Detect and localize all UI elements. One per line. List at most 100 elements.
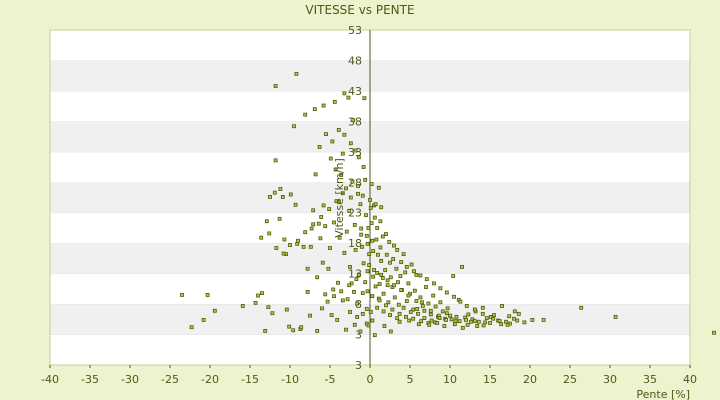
- data-point: [379, 205, 384, 210]
- data-point: [264, 219, 269, 224]
- data-point: [347, 208, 352, 213]
- data-point: [412, 288, 417, 293]
- data-point: [451, 274, 456, 278]
- x-tick-label: 15: [483, 373, 497, 386]
- data-point: [253, 300, 258, 305]
- data-point: [362, 96, 367, 101]
- data-point: [464, 318, 468, 322]
- data-point: [370, 238, 375, 243]
- data-point: [415, 307, 420, 311]
- data-point: [468, 319, 473, 324]
- data-point: [375, 271, 380, 275]
- data-point: [332, 294, 336, 299]
- y-tick-label: 3: [355, 359, 362, 372]
- data-point: [330, 139, 335, 144]
- data-point: [422, 308, 427, 313]
- data-point: [491, 316, 496, 321]
- data-point: [325, 299, 330, 304]
- data-point: [305, 266, 310, 271]
- data-point: [374, 237, 379, 242]
- data-point: [379, 258, 384, 263]
- data-point: [452, 294, 456, 299]
- data-point: [351, 118, 356, 123]
- data-point: [388, 275, 393, 280]
- data-point: [372, 215, 377, 220]
- data-point: [505, 322, 510, 327]
- data-point: [346, 95, 351, 100]
- data-point: [334, 199, 339, 204]
- data-point: [475, 324, 480, 328]
- data-point: [371, 274, 376, 279]
- x-tick-label: -40: [41, 373, 59, 386]
- data-point: [476, 319, 481, 324]
- data-point: [333, 167, 338, 172]
- data-point: [419, 319, 424, 324]
- data-point: [483, 320, 488, 325]
- x-tick-label: 0: [367, 373, 374, 386]
- x-axis-label: Pente [%]: [636, 388, 690, 400]
- data-point: [288, 243, 292, 247]
- data-point: [316, 221, 321, 226]
- data-point: [381, 291, 386, 296]
- data-point: [309, 226, 314, 231]
- data-point: [386, 300, 391, 305]
- x-tick-label: 40: [683, 373, 697, 386]
- data-point: [452, 322, 457, 327]
- data-point: [268, 194, 272, 199]
- data-point: [500, 304, 504, 308]
- data-point: [397, 311, 402, 316]
- data-point: [380, 234, 385, 239]
- data-point: [280, 194, 285, 199]
- data-point: [321, 203, 326, 208]
- data-point: [396, 302, 401, 307]
- data-point: [460, 265, 464, 269]
- data-point: [320, 306, 324, 311]
- data-point: [392, 283, 396, 288]
- data-point: [320, 260, 325, 265]
- data-point: [428, 308, 433, 313]
- data-point: [355, 314, 360, 319]
- data-point: [440, 309, 445, 314]
- data-point: [364, 307, 369, 311]
- data-point: [372, 333, 377, 338]
- x-tick-label: 35: [643, 373, 657, 386]
- data-point: [499, 322, 504, 327]
- data-point: [342, 91, 347, 96]
- data-point: [516, 311, 521, 316]
- data-point: [256, 293, 260, 298]
- data-point: [365, 269, 370, 274]
- data-point: [363, 280, 368, 285]
- data-point: [379, 272, 384, 277]
- data-point: [348, 195, 353, 200]
- y-tick-label: 18: [348, 237, 362, 250]
- data-point: [354, 277, 359, 282]
- data-point: [420, 300, 424, 305]
- data-point: [431, 293, 436, 298]
- x-tick-label: 5: [407, 373, 414, 386]
- y-tick-label: 13: [348, 268, 362, 281]
- data-point: [266, 305, 271, 310]
- data-point: [373, 202, 378, 207]
- data-point: [383, 268, 388, 272]
- data-point: [418, 273, 423, 278]
- data-point: [337, 235, 342, 240]
- data-point: [291, 328, 296, 333]
- data-point: [378, 245, 383, 250]
- y-tick-label: 53: [348, 24, 362, 37]
- data-point: [364, 213, 368, 218]
- data-point: [375, 305, 380, 310]
- data-point: [270, 311, 275, 316]
- data-point: [364, 233, 369, 238]
- data-point: [411, 316, 416, 321]
- data-point: [388, 313, 392, 317]
- data-point: [327, 207, 332, 211]
- data-point: [312, 107, 317, 112]
- data-point: [365, 241, 370, 246]
- data-point: [414, 272, 419, 277]
- data-point: [287, 324, 292, 329]
- data-point: [332, 220, 336, 225]
- data-point: [388, 329, 393, 334]
- data-point: [344, 186, 348, 191]
- data-point: [480, 311, 485, 316]
- data-point: [339, 173, 344, 177]
